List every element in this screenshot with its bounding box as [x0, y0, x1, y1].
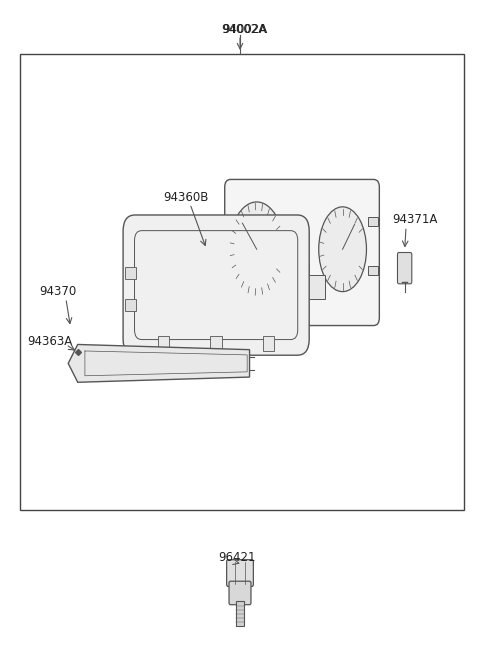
Bar [368, 217, 378, 227]
Bar [263, 336, 275, 350]
Bar [368, 265, 378, 275]
FancyBboxPatch shape [397, 252, 412, 284]
Text: 94002A: 94002A [222, 23, 267, 36]
FancyBboxPatch shape [227, 559, 253, 586]
Text: 94363A: 94363A [28, 335, 73, 348]
Bar [279, 274, 325, 299]
Bar [158, 336, 169, 350]
Bar [236, 601, 244, 626]
Ellipse shape [319, 207, 366, 291]
Text: 96421: 96421 [218, 551, 256, 563]
Text: 94371A: 94371A [393, 214, 438, 227]
Text: 94370: 94370 [39, 285, 77, 298]
FancyBboxPatch shape [229, 581, 251, 605]
Text: 94360B: 94360B [164, 191, 209, 204]
Bar [226, 265, 236, 275]
Bar [125, 299, 136, 311]
Bar [21, 54, 464, 510]
Bar [125, 267, 136, 278]
Ellipse shape [290, 252, 309, 285]
Polygon shape [68, 345, 250, 383]
Bar [226, 220, 236, 230]
Ellipse shape [229, 202, 284, 297]
Text: 94002A: 94002A [221, 23, 266, 36]
FancyBboxPatch shape [123, 215, 309, 355]
Bar [210, 336, 222, 350]
FancyBboxPatch shape [225, 179, 379, 326]
